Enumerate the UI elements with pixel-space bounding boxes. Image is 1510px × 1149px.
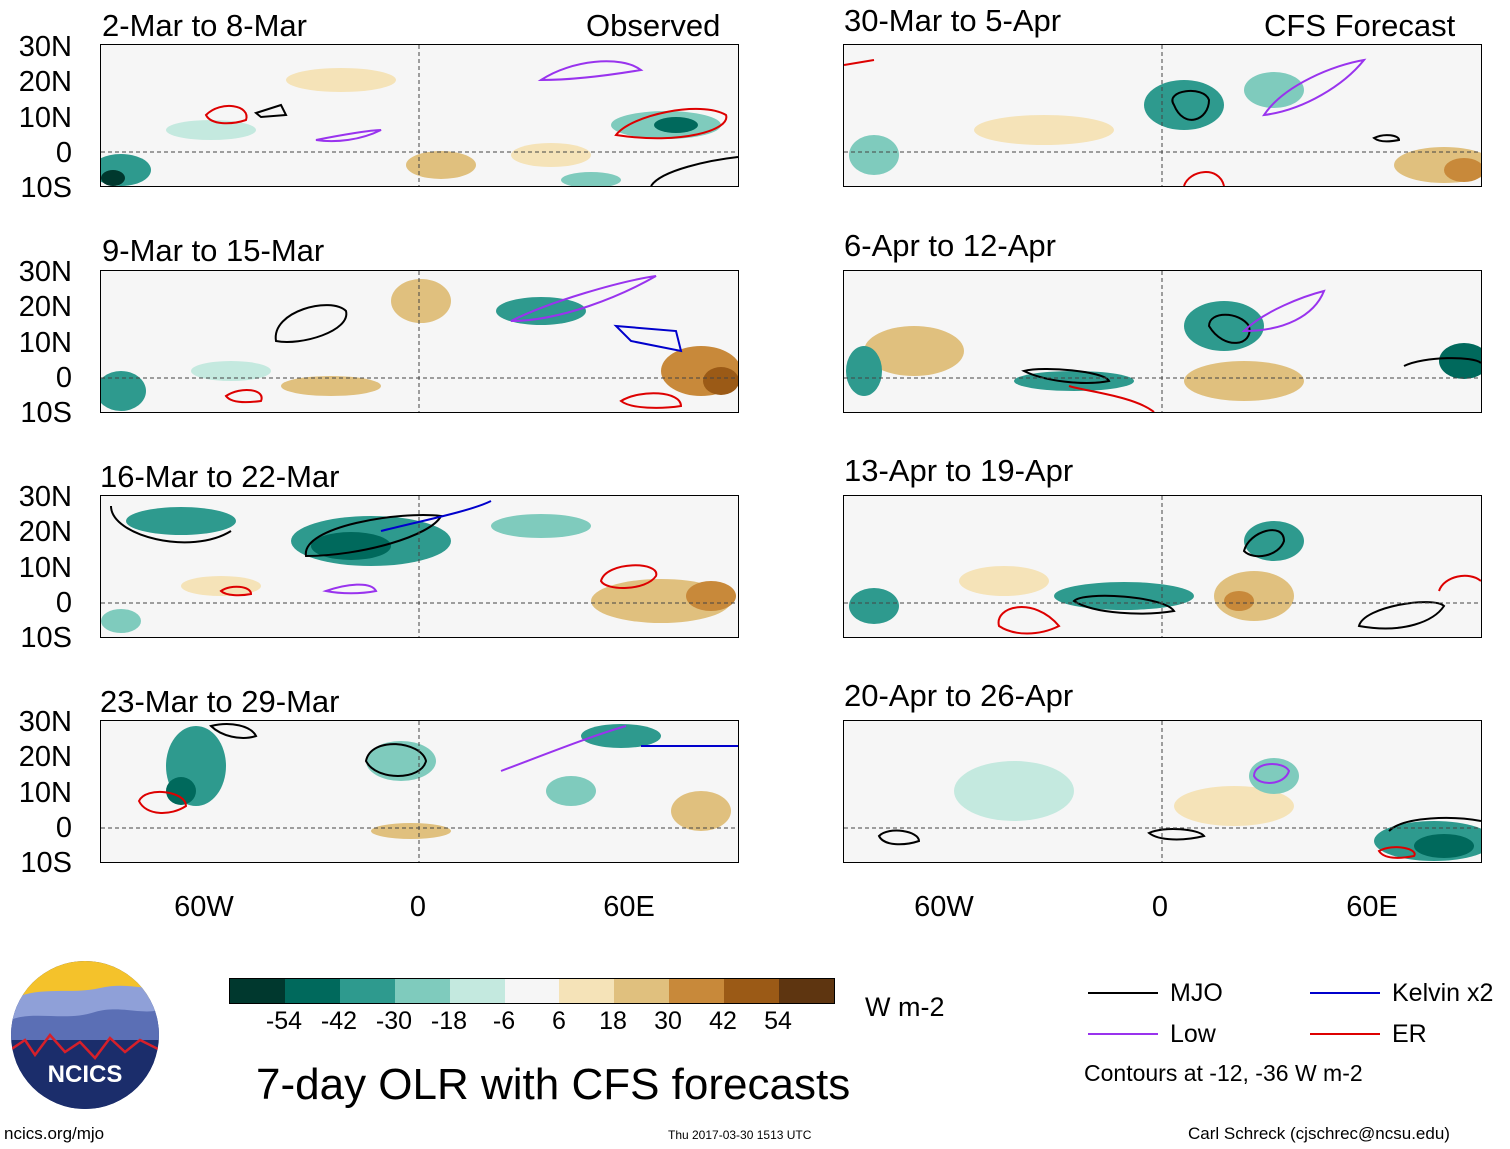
colorbar-swatch bbox=[284, 979, 340, 1003]
colorbar-swatch bbox=[669, 979, 725, 1003]
colorbar-swatch bbox=[724, 979, 780, 1003]
colorbar-swatch bbox=[339, 979, 395, 1003]
observed-label: Observed bbox=[586, 8, 721, 43]
er-line-swatch bbox=[1310, 1033, 1380, 1035]
panel-title: 20-Apr to 26-Apr bbox=[844, 678, 1074, 713]
map-panel bbox=[843, 44, 1482, 187]
colorbar-swatch bbox=[504, 979, 560, 1003]
colorbar-swatch bbox=[449, 979, 505, 1003]
colorbar-label: 6 bbox=[552, 1007, 566, 1035]
lat-label: 20N bbox=[18, 66, 72, 98]
lat-label: 0 bbox=[55, 812, 72, 844]
colorbar-swatch bbox=[779, 979, 834, 1003]
lon-label: 60E bbox=[1346, 891, 1398, 923]
lat-label: 30N bbox=[18, 31, 72, 63]
legend-er-label: ER bbox=[1392, 1020, 1427, 1048]
map-panel bbox=[100, 495, 739, 638]
panel-title: 13-Apr to 19-Apr bbox=[844, 453, 1074, 488]
legend-kelvin-label: Kelvin x2 bbox=[1392, 979, 1494, 1007]
map-panel bbox=[100, 720, 739, 863]
colorbar-label: -6 bbox=[492, 1007, 516, 1035]
lat-label: 30N bbox=[18, 481, 72, 513]
cfs-forecast-label: CFS Forecast bbox=[1264, 8, 1456, 43]
map-panel bbox=[100, 44, 739, 187]
colorbar-label: 30 bbox=[654, 1007, 682, 1035]
lat-label: 10S bbox=[20, 397, 72, 429]
lon-label: 0 bbox=[1151, 891, 1169, 923]
lat-label: 10S bbox=[20, 622, 72, 654]
footer-author: Carl Schreck (cjschrec@ncsu.edu) bbox=[1188, 1124, 1450, 1143]
colorbar-label: -54 bbox=[265, 1007, 303, 1035]
lat-label: 0 bbox=[55, 137, 72, 169]
lat-label: 20N bbox=[18, 741, 72, 773]
colorbar-label: 18 bbox=[599, 1007, 627, 1035]
lat-label: 10S bbox=[20, 847, 72, 879]
legend-note: Contours at -12, -36 W m-2 bbox=[1084, 1060, 1363, 1086]
lat-label: 0 bbox=[55, 587, 72, 619]
low-line-swatch bbox=[1088, 1033, 1158, 1035]
lon-label: 0 bbox=[409, 891, 427, 923]
colorbar-units: W m-2 bbox=[865, 992, 945, 1022]
footer-timestamp: Thu 2017-03-30 1513 UTC bbox=[668, 1128, 812, 1142]
colorbar-label: -42 bbox=[320, 1007, 358, 1035]
panel-title: 9-Mar to 15-Mar bbox=[102, 233, 325, 268]
panel-title: 23-Mar to 29-Mar bbox=[100, 684, 340, 719]
colorbar-label: 42 bbox=[709, 1007, 737, 1035]
lat-label: 10N bbox=[18, 102, 72, 134]
colorbar-swatch bbox=[559, 979, 615, 1003]
colorbar-swatch bbox=[230, 979, 285, 1003]
legend-mjo-label: MJO bbox=[1170, 979, 1223, 1007]
main-title: 7-day OLR with CFS forecasts bbox=[256, 1060, 851, 1109]
colorbar-swatch bbox=[394, 979, 450, 1003]
lat-label: 20N bbox=[18, 516, 72, 548]
lat-label: 30N bbox=[18, 706, 72, 738]
map-panel bbox=[843, 270, 1482, 413]
lat-label: 10N bbox=[18, 327, 72, 359]
map-panel bbox=[100, 270, 739, 413]
lat-label: 20N bbox=[18, 291, 72, 323]
mjo-line-swatch bbox=[1088, 992, 1158, 994]
lat-label: 0 bbox=[55, 362, 72, 394]
panel-title: 30-Mar to 5-Apr bbox=[844, 3, 1062, 38]
footer-url: ncics.org/mjo bbox=[4, 1124, 105, 1143]
colorbar bbox=[229, 978, 835, 1004]
lon-label: 60W bbox=[914, 891, 974, 923]
lat-label: 10S bbox=[20, 172, 72, 204]
ncics-logo: NCICS bbox=[10, 960, 160, 1110]
lat-label: 30N bbox=[18, 256, 72, 288]
colorbar-label: -18 bbox=[430, 1007, 468, 1035]
map-panel bbox=[843, 720, 1482, 863]
kelvin-line-swatch bbox=[1310, 992, 1380, 994]
panel-title: 6-Apr to 12-Apr bbox=[844, 228, 1056, 263]
logo-text: NCICS bbox=[48, 1061, 123, 1088]
legend-low-label: Low bbox=[1170, 1020, 1216, 1048]
map-panel bbox=[843, 495, 1482, 638]
panel-title: 16-Mar to 22-Mar bbox=[100, 459, 340, 494]
colorbar-label: -30 bbox=[375, 1007, 413, 1035]
colorbar-label: 54 bbox=[764, 1007, 792, 1035]
panel-title: 2-Mar to 8-Mar bbox=[102, 8, 307, 43]
lat-label: 10N bbox=[18, 552, 72, 584]
lon-label: 60W bbox=[174, 891, 234, 923]
lon-label: 60E bbox=[603, 891, 655, 923]
colorbar-swatch bbox=[614, 979, 670, 1003]
lat-label: 10N bbox=[18, 777, 72, 809]
